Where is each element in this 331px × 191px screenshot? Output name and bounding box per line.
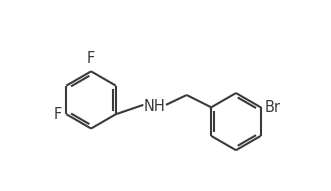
Text: NH: NH <box>143 99 165 114</box>
Text: F: F <box>87 51 95 66</box>
Text: F: F <box>53 107 62 122</box>
Text: Br: Br <box>265 100 281 115</box>
